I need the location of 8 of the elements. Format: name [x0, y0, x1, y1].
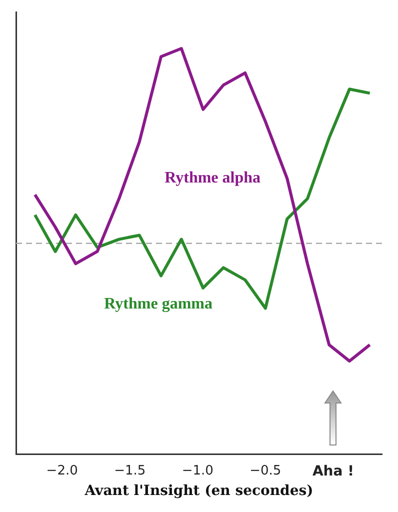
series-label: Rythme gamma [104, 295, 212, 312]
x-tick-label: −2.0 [46, 464, 78, 479]
series-label: Rythme alpha [164, 170, 260, 187]
x-tick-label: −1.5 [114, 464, 146, 479]
x-tick-label: Aha ! [312, 463, 354, 480]
x-tick-label: −0.5 [250, 464, 282, 479]
x-tick-label: −1.0 [182, 464, 214, 479]
x-axis-title: Avant l'Insight (en secondes) [84, 483, 314, 500]
